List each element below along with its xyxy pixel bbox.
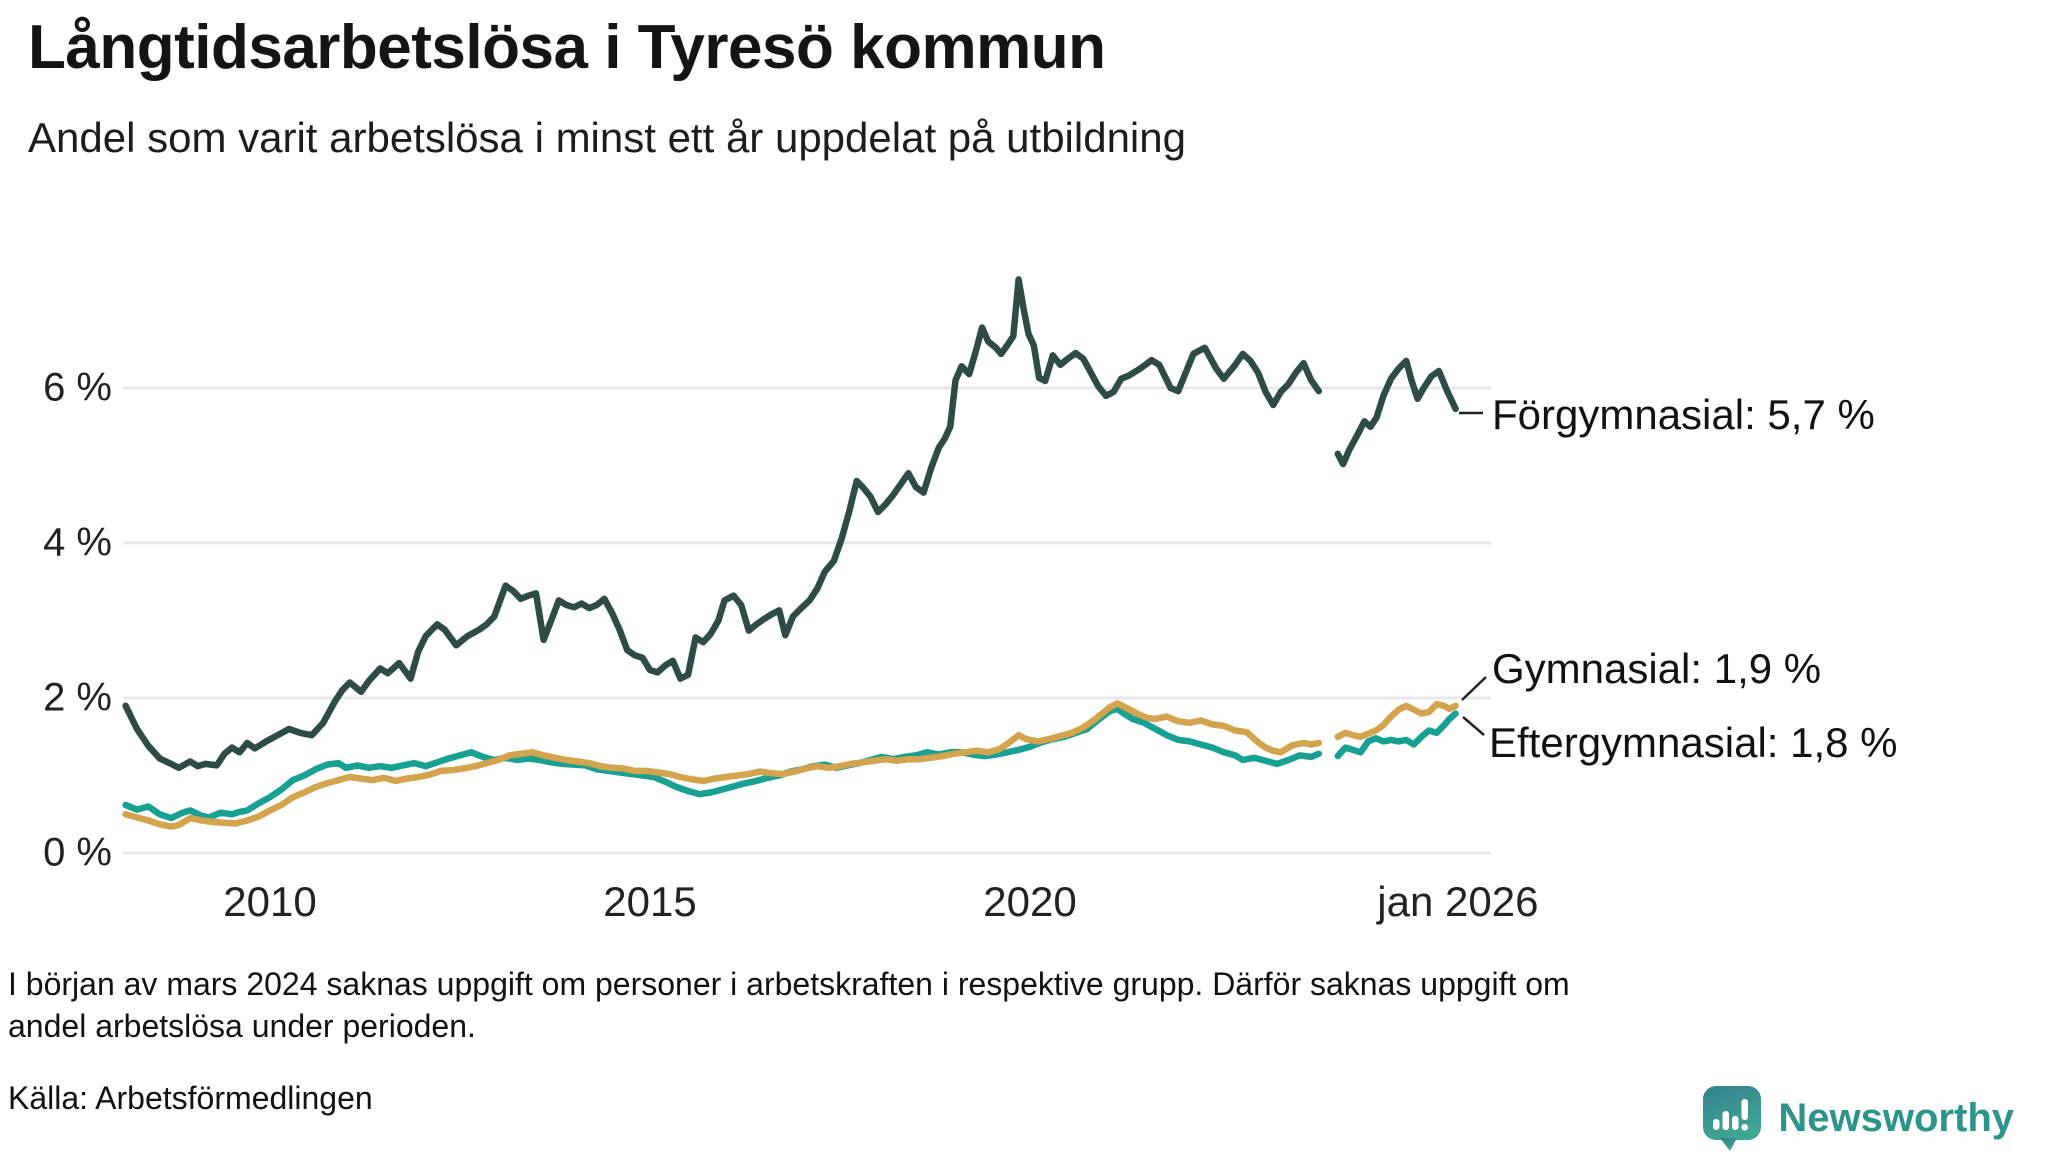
series-line-gymnasial: [122, 700, 1459, 830]
footnote-line-2: andel arbetslösa under perioden.: [8, 1008, 476, 1044]
source-credit: Källa: Arbetsförmedlingen: [8, 1080, 373, 1116]
newsworthy-bar-chart-bubble-icon: [1703, 1086, 1762, 1151]
page-subtitle: Andel som varit arbetslösa i minst ett å…: [28, 114, 1186, 161]
annotation-dash-gymnasial: [1461, 676, 1487, 701]
newsworthy-logo: Newsworthy: [1700, 1084, 2014, 1152]
footnote-line-1: I början av mars 2024 saknas uppgift om …: [8, 966, 1570, 1002]
series-line-förgymnasial: [122, 276, 1459, 772]
newsworthy-wordmark: Newsworthy: [1778, 1095, 2014, 1140]
page-title: Långtidsarbetslösa i Tyresö kommun: [28, 13, 1106, 82]
annotation-dash-eftergymnasial: [1462, 716, 1485, 736]
series-line-eftergymnasial: [122, 705, 1459, 822]
